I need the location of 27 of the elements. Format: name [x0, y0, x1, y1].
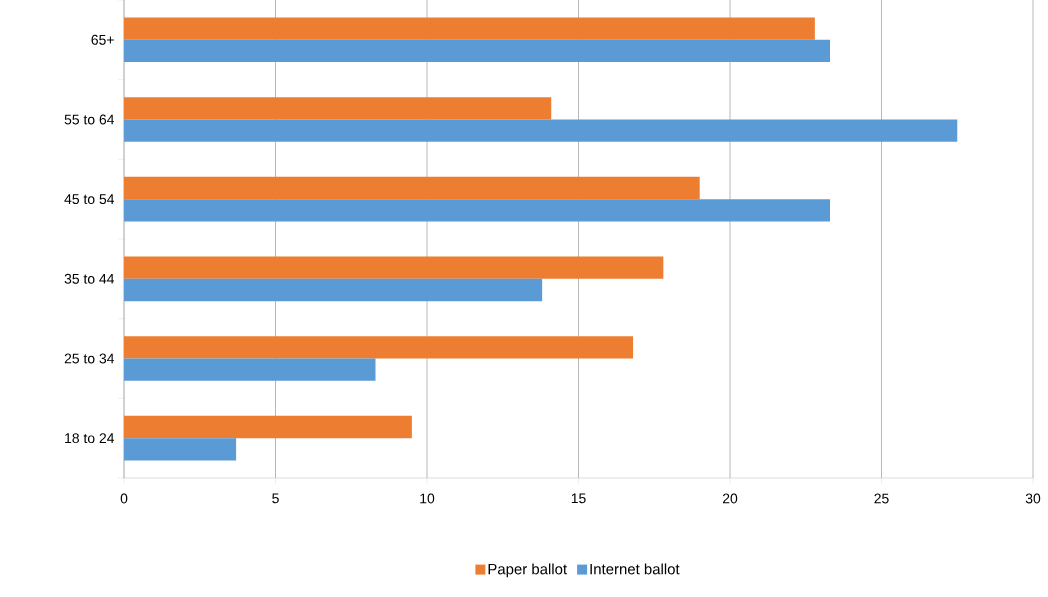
x-tick-label: 30: [1025, 493, 1041, 504]
bar: [124, 256, 664, 279]
x-tick-label: 25: [874, 493, 889, 504]
x-tick-label: 10: [420, 493, 435, 504]
x-tick-label: 15: [571, 493, 586, 504]
y-tick-label: 18 to 24: [65, 433, 115, 444]
bar: [124, 199, 830, 222]
x-tick-label: 20: [722, 493, 738, 504]
y-tick-label: 25 to 34: [64, 353, 115, 364]
y-tick-label: 55 to 64: [64, 114, 115, 125]
y-tick-label: 45 to 54: [64, 194, 115, 205]
bar: [124, 336, 634, 359]
legend-label: Internet ballot: [590, 563, 680, 575]
legend-label: Paper ballot: [488, 563, 567, 578]
bar: [124, 438, 237, 461]
bar: [124, 119, 958, 142]
bar: [124, 415, 412, 439]
bar: [124, 17, 815, 40]
y-tick-label: 65+: [91, 34, 114, 45]
x-tick-label: 0: [120, 493, 128, 504]
bar: [124, 278, 543, 302]
bar: [124, 358, 376, 381]
y-tick-label: 35 to 44: [64, 273, 115, 284]
bar: [124, 97, 552, 120]
bar: [124, 39, 830, 63]
bar: [124, 176, 700, 200]
x-tick-label: 5: [272, 493, 279, 504]
